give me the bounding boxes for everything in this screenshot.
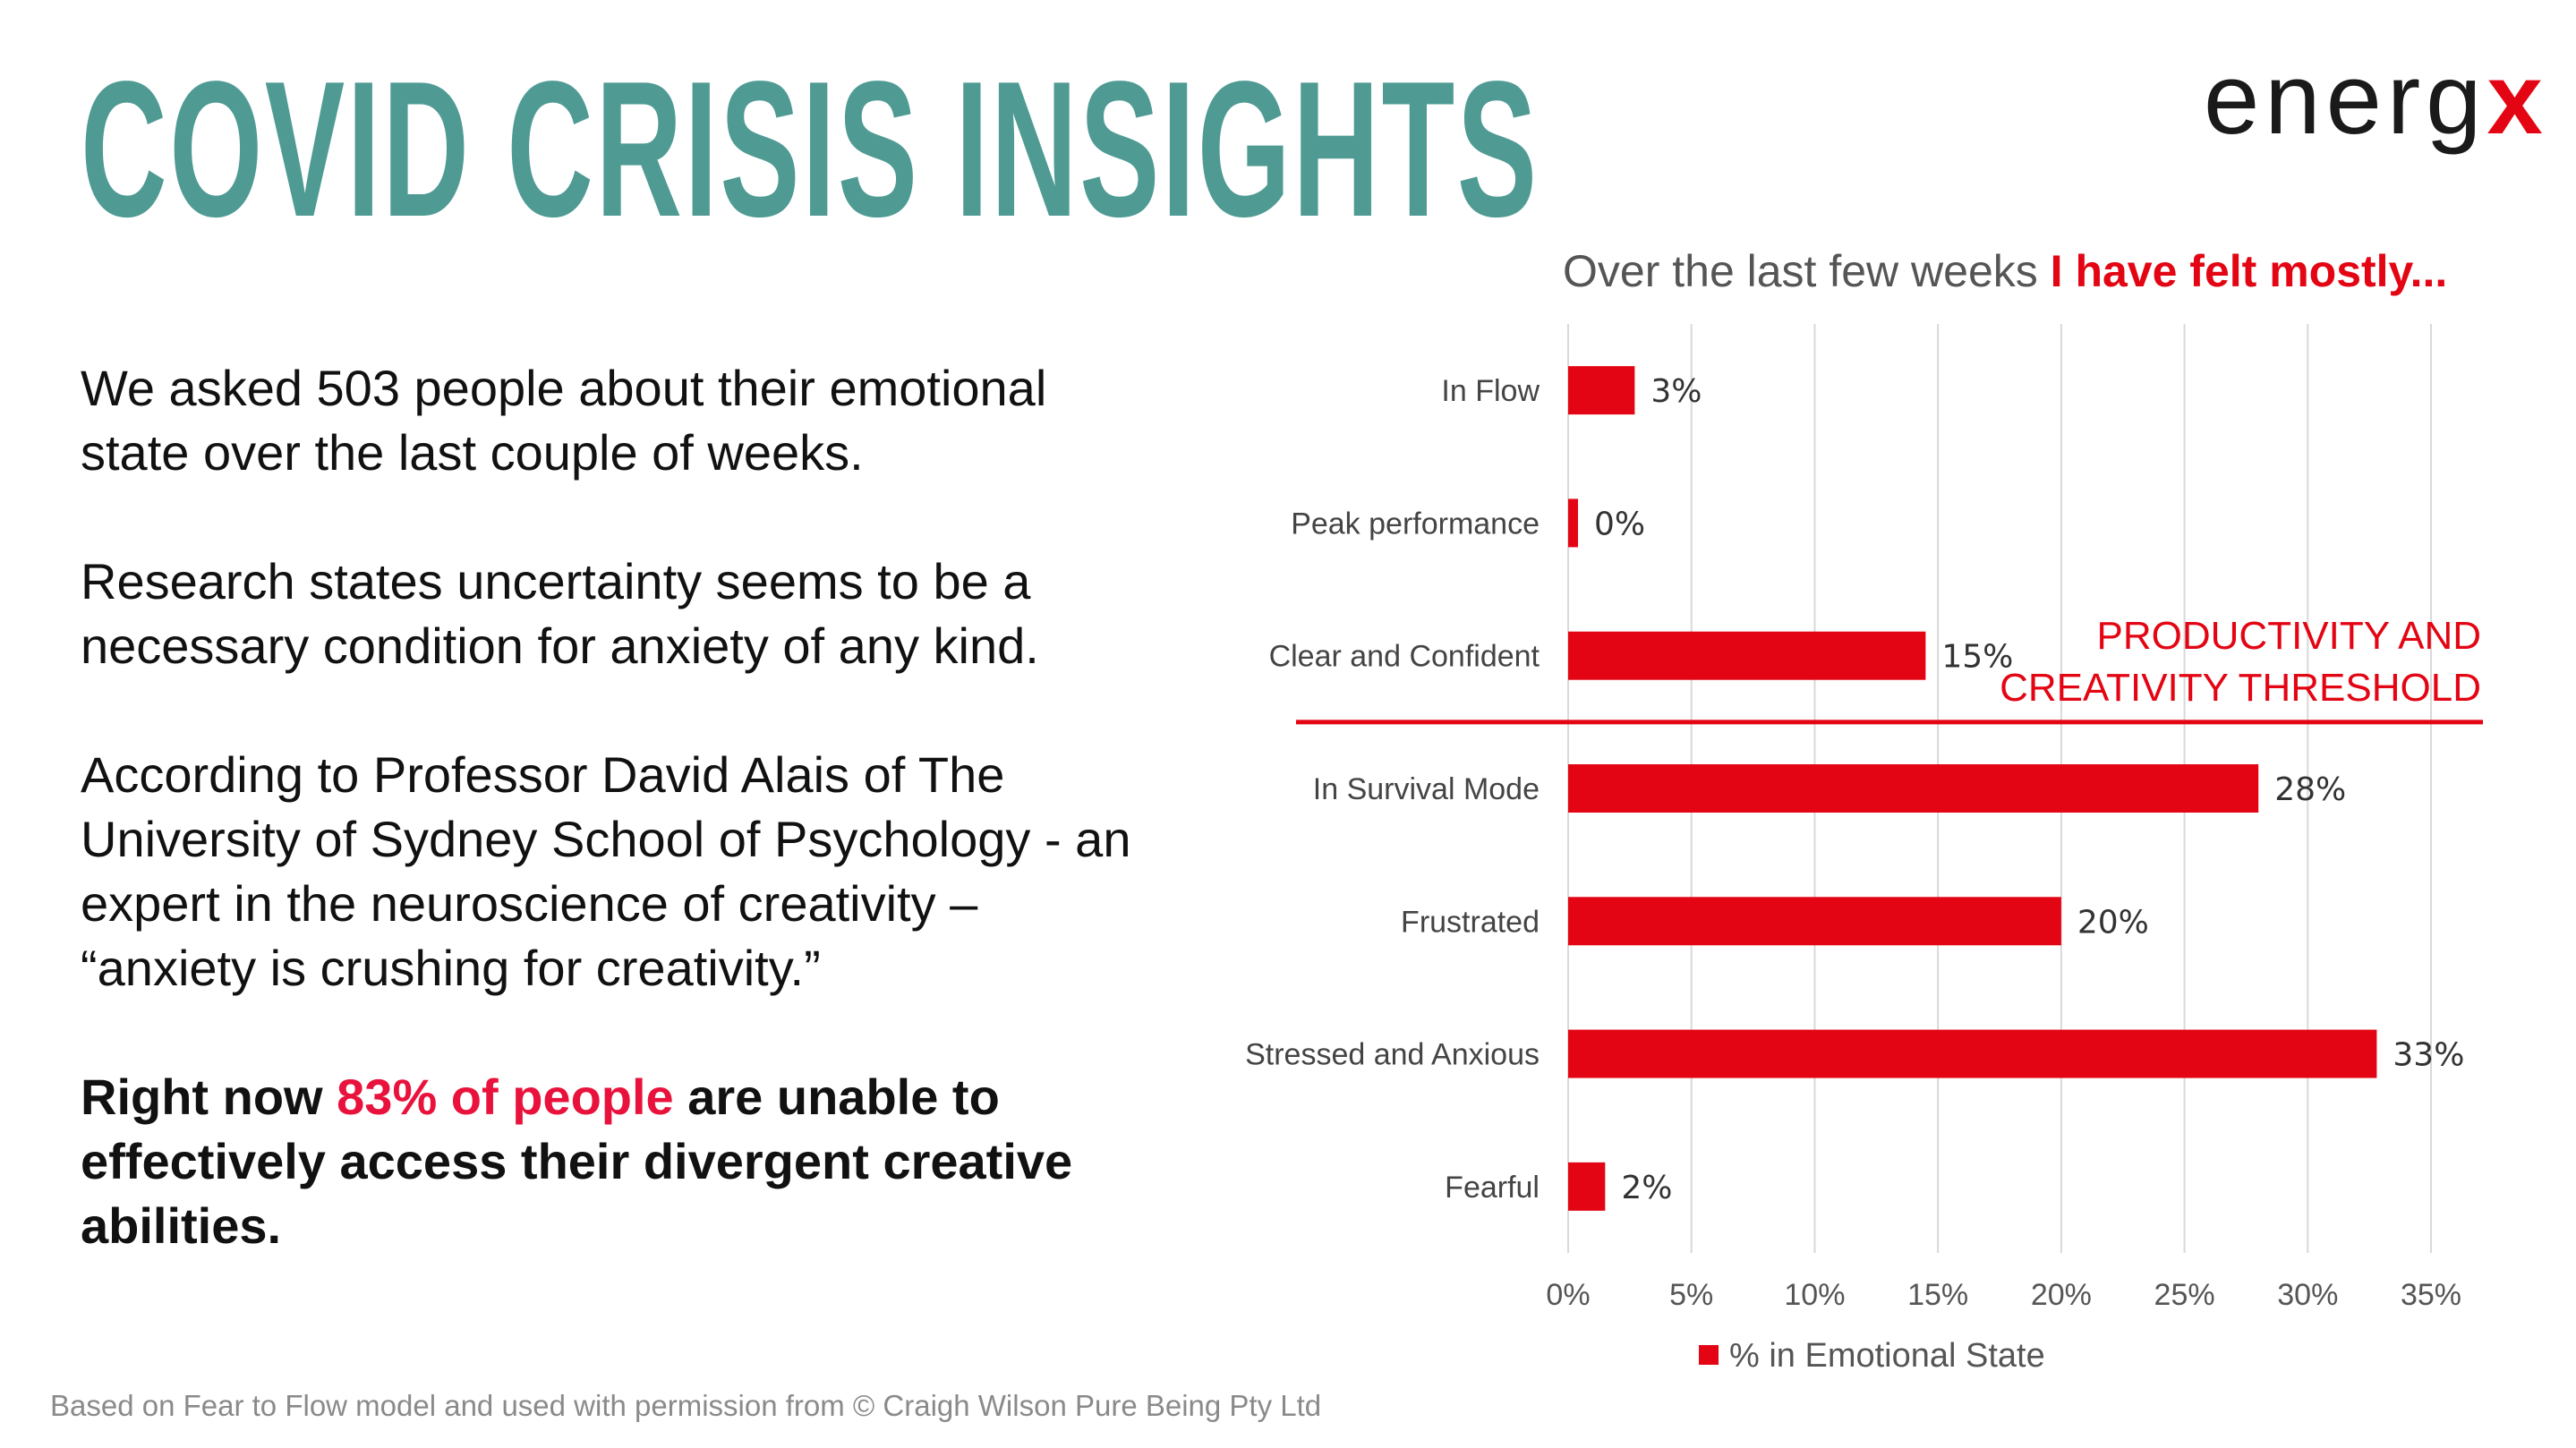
chart-title-part1: Over the last few weeks xyxy=(1563,246,2051,296)
y-category-label: In Survival Mode xyxy=(1313,772,1540,806)
x-tick-label: 25% xyxy=(2154,1278,2215,1312)
legend-label: % in Emotional State xyxy=(1729,1337,2045,1375)
data-label: 28% xyxy=(2274,771,2346,808)
x-tick-label: 0% xyxy=(1546,1278,1590,1312)
p4-highlight: 83% of people xyxy=(337,1069,674,1125)
data-label: 20% xyxy=(2077,904,2149,941)
y-category-label: Frustrated xyxy=(1401,905,1540,939)
threshold-label-line2: CREATIVITY THRESHOLD xyxy=(2000,666,2481,710)
x-tick-label: 35% xyxy=(2401,1278,2461,1312)
intro-paragraph-3: According to Professor David Alais of Th… xyxy=(81,746,1131,996)
chart-title-part2: I have felt mostly... xyxy=(2050,246,2448,296)
data-label: 15% xyxy=(1941,639,2013,676)
data-label: 3% xyxy=(1651,373,1702,410)
intro-paragraph-2: Research states uncertainty seems to be … xyxy=(81,553,1039,674)
intro-text: We asked 503 people about their emotiona… xyxy=(81,356,1137,1258)
page-title: COVID CRISIS INSIGHTS xyxy=(81,40,1540,257)
energx-logo: energx xyxy=(2204,41,2548,157)
chart-title: Over the last few weeks I have felt most… xyxy=(1563,245,2447,297)
threshold-label: PRODUCTIVITY AND CREATIVITY THRESHOLD xyxy=(2000,610,2481,714)
p4-after: are unable to effectively access their d… xyxy=(81,1069,1073,1254)
bar xyxy=(1568,498,1579,548)
threshold-label-line1: PRODUCTIVITY AND xyxy=(2096,614,2481,658)
data-label: 0% xyxy=(1594,506,1645,542)
p4-before: Right now xyxy=(81,1069,337,1125)
y-category-label: Clear and Confident xyxy=(1269,640,1540,674)
logo-text: energ xyxy=(2204,43,2487,155)
data-label: 2% xyxy=(1621,1170,1672,1206)
intro-paragraph-1: We asked 503 people about their emotiona… xyxy=(81,360,1047,481)
x-tick-label: 15% xyxy=(1907,1278,1968,1312)
chart-legend: % in Emotional State xyxy=(1699,1337,2045,1376)
bar xyxy=(1568,631,1926,680)
y-category-label: Fearful xyxy=(1445,1171,1540,1205)
logo-x-mark: x xyxy=(2486,43,2548,155)
bar xyxy=(1568,366,1635,415)
y-category-label: Stressed and Anxious xyxy=(1245,1038,1540,1072)
bar xyxy=(1568,897,2061,946)
data-label: 33% xyxy=(2393,1037,2464,1074)
footer-credit: Based on Fear to Flow model and used wit… xyxy=(50,1389,1322,1422)
bar xyxy=(1568,1162,1606,1211)
x-tick-label: 30% xyxy=(2277,1278,2338,1312)
bar xyxy=(1568,1029,2377,1078)
bar xyxy=(1568,764,2259,813)
legend-swatch xyxy=(1699,1345,1719,1365)
intro-paragraph-4: Right now 83% of people are unable to ef… xyxy=(81,1065,1137,1258)
x-tick-label: 10% xyxy=(1784,1278,1845,1312)
x-tick-label: 20% xyxy=(2031,1278,2092,1312)
y-category-label: Peak performance xyxy=(1291,507,1540,541)
x-tick-label: 5% xyxy=(1669,1278,1713,1312)
y-category-label: In Flow xyxy=(1441,374,1540,408)
